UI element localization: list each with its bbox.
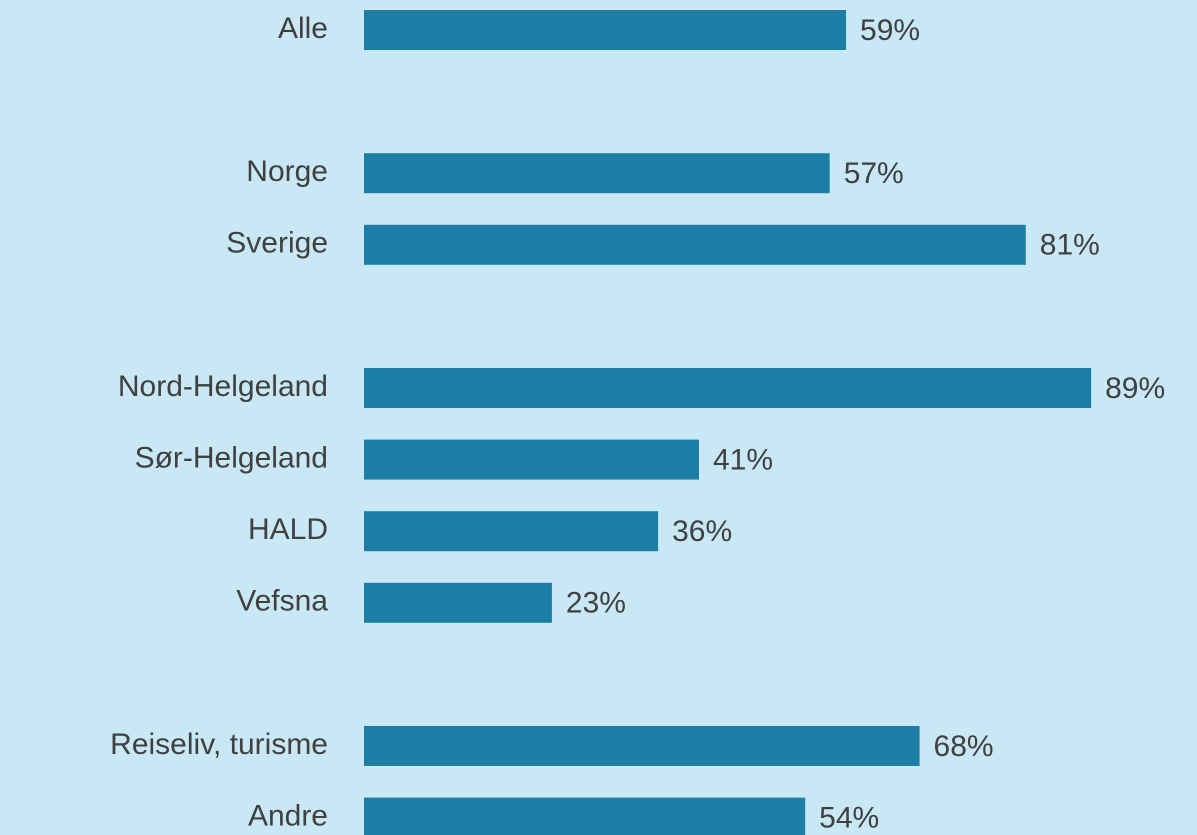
value-label: 81% bbox=[1040, 229, 1100, 262]
value-label: 41% bbox=[713, 444, 773, 477]
category-label: Nord-Helgeland bbox=[118, 370, 328, 403]
value-label: 23% bbox=[566, 587, 626, 620]
value-label: 68% bbox=[934, 730, 994, 763]
bar bbox=[364, 224, 1026, 265]
category-label: HALD bbox=[248, 513, 328, 546]
bar bbox=[364, 368, 1092, 408]
bar bbox=[364, 439, 699, 480]
value-label: 57% bbox=[844, 157, 904, 190]
category-label: Andre bbox=[248, 800, 328, 833]
category-label: Reiseliv, turisme bbox=[110, 728, 328, 761]
bar bbox=[364, 10, 847, 50]
value-label: 59% bbox=[860, 14, 920, 47]
category-label: Alle bbox=[278, 12, 328, 45]
bar bbox=[364, 153, 830, 194]
value-label: 89% bbox=[1105, 372, 1165, 405]
value-label: 36% bbox=[672, 515, 732, 548]
category-label: Sør-Helgeland bbox=[135, 442, 328, 475]
value-label: 54% bbox=[819, 802, 879, 835]
category-label: Norge bbox=[246, 155, 328, 188]
category-label: Vefsna bbox=[236, 585, 328, 618]
bar bbox=[364, 582, 552, 623]
category-label: Sverige bbox=[226, 227, 328, 260]
bar bbox=[364, 726, 920, 766]
bar bbox=[364, 511, 659, 552]
bar bbox=[364, 797, 806, 835]
